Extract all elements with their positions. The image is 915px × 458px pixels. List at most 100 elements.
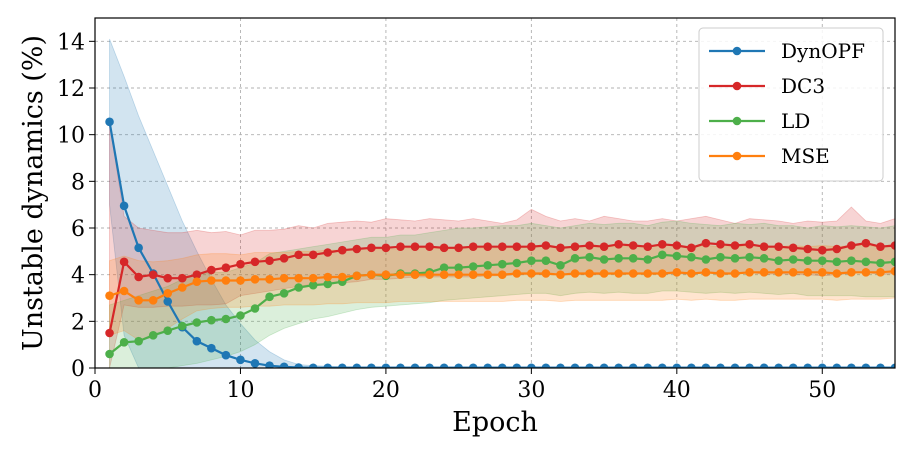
dynopf-point	[221, 350, 231, 360]
dc3-point	[730, 241, 740, 250]
ld-point	[803, 256, 813, 265]
ld-point	[890, 257, 895, 267]
ld-point	[148, 331, 158, 340]
dynopf-point	[643, 363, 653, 368]
legend-dynopf-marker	[732, 46, 742, 56]
mse-point	[308, 273, 318, 283]
mse-point	[148, 296, 158, 305]
mse-point	[207, 276, 216, 285]
dc3-point	[497, 242, 507, 251]
dc3-point	[832, 244, 842, 254]
dynopf-point	[105, 117, 114, 127]
legend-dc3-marker	[732, 81, 742, 91]
x-tick-label: 10	[226, 378, 254, 403]
dc3-point	[163, 273, 173, 283]
y-tick-label: 12	[57, 77, 85, 102]
dynopf-point	[279, 362, 289, 368]
dynopf-point	[614, 363, 623, 368]
dynopf-point	[672, 363, 682, 368]
dc3-point	[527, 242, 536, 251]
dc3-point	[177, 273, 187, 283]
dc3-point	[585, 241, 594, 250]
dc3-point	[817, 245, 827, 255]
mse-point	[730, 269, 740, 278]
ld-point	[294, 283, 303, 292]
ld-point	[454, 263, 463, 272]
mse-point	[788, 268, 798, 277]
dynopf-point	[497, 363, 507, 368]
dc3-point	[570, 242, 580, 251]
mse-point	[876, 268, 885, 277]
mse-point	[847, 268, 856, 277]
dynopf-point	[352, 363, 362, 368]
dynopf-point	[861, 363, 871, 368]
dc3-point	[847, 241, 856, 250]
x-tick-label: 50	[808, 378, 836, 403]
mse-point	[599, 269, 609, 278]
ld-point	[439, 263, 449, 272]
dc3-point	[861, 238, 871, 248]
ld-point	[847, 256, 856, 265]
dynopf-point	[163, 297, 173, 306]
ld-point	[541, 256, 551, 265]
dc3-point	[192, 270, 202, 279]
ld-point	[207, 315, 216, 325]
ld-point	[221, 314, 231, 324]
dynopf-point	[308, 363, 318, 368]
mse-point	[323, 272, 333, 282]
dynopf-point	[323, 363, 333, 368]
y-tick-label: 8	[71, 170, 85, 195]
mse-point	[454, 270, 463, 279]
ld-point	[468, 262, 478, 271]
ld-point	[119, 338, 129, 347]
ld-point	[817, 256, 827, 265]
dc3-point	[207, 265, 216, 275]
dc3-point	[381, 243, 391, 253]
dynopf-point	[817, 363, 827, 368]
dynopf-point	[396, 363, 405, 368]
ld-point	[672, 251, 682, 261]
ld-point	[745, 252, 754, 262]
ld-point	[236, 311, 245, 320]
mse-point	[119, 286, 129, 296]
mse-point	[556, 270, 565, 279]
dc3-point	[759, 242, 769, 251]
mse-point	[774, 268, 783, 277]
legend: DynOPF DC3 LD MSE	[698, 27, 884, 182]
mse-band	[109, 243, 895, 341]
dc3-point	[541, 241, 551, 250]
mse-point	[570, 269, 580, 278]
mse-point	[250, 275, 260, 284]
ld-point	[556, 261, 565, 270]
ld-point	[643, 255, 653, 264]
x-tick-label: 30	[517, 378, 545, 403]
dc3-point	[425, 242, 434, 251]
dc3-point	[628, 241, 638, 250]
dynopf-point	[599, 363, 609, 368]
mse-point	[192, 277, 202, 286]
ld-point	[483, 261, 493, 270]
dc3-point	[657, 240, 667, 249]
mse-point	[628, 269, 638, 278]
ld-point	[687, 252, 696, 262]
dc3-point	[294, 250, 303, 260]
mse-point	[817, 268, 827, 277]
dc3-point	[236, 259, 245, 269]
ld-point	[512, 258, 522, 268]
mse-point	[803, 268, 813, 277]
legend-mse-marker	[732, 151, 742, 161]
mse-point	[701, 268, 711, 277]
y-tick-label: 14	[57, 30, 85, 55]
dynopf-point	[730, 363, 740, 368]
dc3-point	[396, 242, 405, 251]
dc3-point	[105, 328, 114, 338]
dynopf-point	[657, 363, 667, 368]
mse-point	[396, 270, 405, 279]
ld-point	[876, 258, 885, 268]
mse-point	[483, 270, 493, 279]
dynopf-point	[890, 363, 895, 368]
dc3-point	[672, 241, 682, 250]
x-tick-label: 20	[372, 378, 400, 403]
dc3-point	[643, 242, 653, 251]
dc3-point	[701, 238, 711, 248]
